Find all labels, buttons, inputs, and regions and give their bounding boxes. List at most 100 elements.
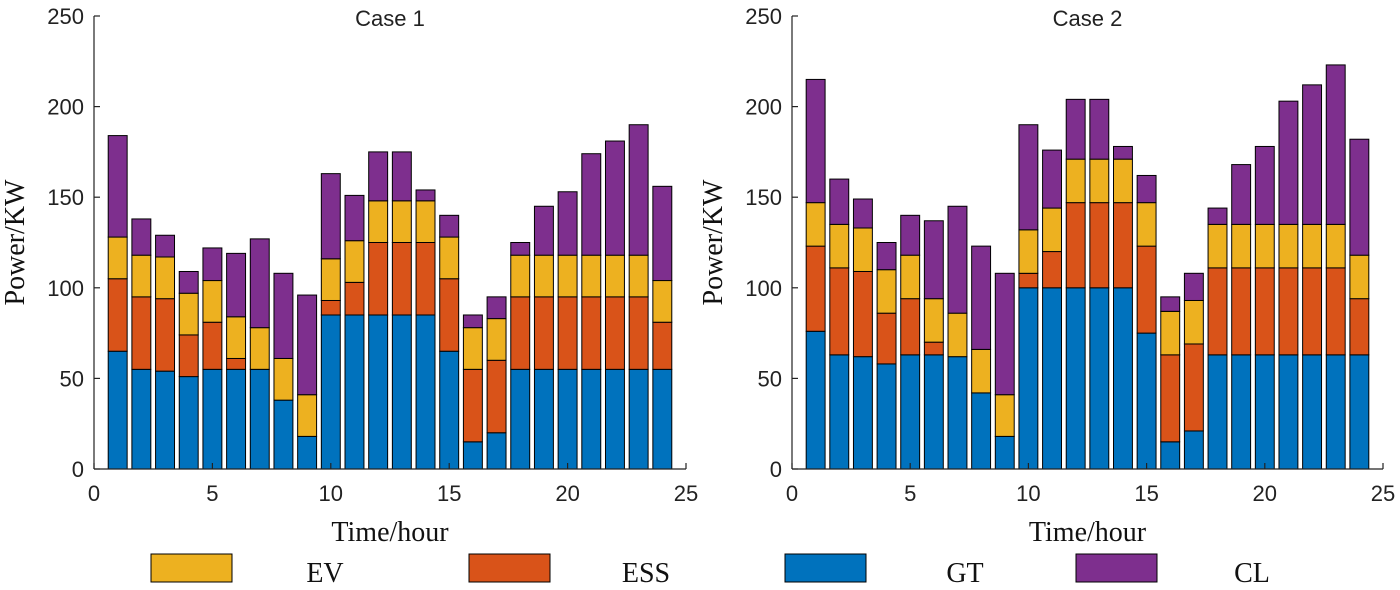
y-axis-label: Power/KW [0,179,31,306]
bar-cl-h18 [1207,207,1228,225]
bar-cl-h13 [391,151,412,202]
bar-ess-h13 [391,242,412,316]
bar-gt-h11 [1042,287,1062,470]
bar-gt-h22 [1302,354,1323,470]
bar-gt-h5 [202,368,223,470]
bar-ess-h13 [1089,202,1110,289]
bar-gt-h9 [994,435,1015,470]
x-tick-label: 5 [904,481,916,506]
bar-ess-h10 [320,299,341,316]
bar-gt-h24 [1349,354,1370,470]
bar-cl-h18 [510,242,531,256]
bar-cl-h20 [557,191,578,256]
bar-cl-h13 [1089,98,1110,160]
bar-ev-h14 [415,200,436,244]
bar-ess-h3 [155,298,176,372]
x-tick-label: 20 [1253,481,1277,506]
bar-ess-h12 [368,242,389,316]
x-tick-label: 10 [319,481,343,506]
bar-ess-h2 [131,296,152,370]
bar-ess-h6 [923,341,944,356]
y-tick-label: 50 [60,366,84,391]
bar-ev-h10 [1018,229,1039,274]
bar-gt-h2 [131,368,152,470]
bar-gt-h11 [344,314,365,470]
bar-ess-h22 [1302,267,1323,356]
bar-ess-h16 [1160,354,1181,443]
bar-cl-h12 [368,151,389,202]
bar-ev-h1 [107,236,128,280]
legend-label-cl: CL [1234,558,1270,589]
bar-ess-h18 [1207,267,1228,356]
bar-ev-h5 [900,254,921,300]
bar-ev-h19 [533,254,554,298]
bar-ev-h18 [510,254,531,298]
bar-ev-h18 [1207,223,1228,269]
chart-title: Case 1 [355,6,425,31]
bar-ess-h2 [829,267,850,356]
bar-gt-h18 [510,368,531,470]
bar-cl-h21 [581,153,602,256]
bar-cl-h8 [971,245,992,350]
legend-label-ev: EV [306,558,343,589]
y-tick-label: 200 [745,95,782,120]
bar-gt-h12 [1065,287,1086,470]
bar-ev-h20 [1254,223,1275,269]
bar-ev-h7 [249,327,270,370]
bar-gt-h7 [947,356,968,470]
x-tick-label: 0 [786,481,798,506]
y-tick-label: 0 [72,457,84,482]
bar-cl-h14 [415,189,436,202]
bar-gt-h10 [1018,287,1039,470]
bar-gt-h1 [107,350,128,470]
bar-cl-h11 [1042,149,1062,209]
x-tick-label: 15 [1134,481,1158,506]
x-tick-label: 0 [88,481,100,506]
bar-gt-h17 [1183,430,1204,470]
bar-cl-h10 [320,173,341,260]
bar-ev-h6 [226,316,247,359]
legend-swatch-gt [784,553,867,583]
bar-ev-h16 [1160,310,1181,356]
bar-cl-h17 [486,296,507,320]
bar-cl-h7 [249,238,270,329]
x-tick-label: 5 [206,481,218,506]
bar-ev-h2 [131,254,152,298]
y-tick-label: 100 [745,276,782,301]
bar-cl-h3 [155,234,176,258]
bar-ess-h21 [581,296,602,370]
bar-ess-h11 [1042,251,1062,289]
bar-ess-h18 [510,296,531,370]
bar-gt-h8 [971,392,992,470]
bar-ev-h1 [805,202,826,247]
bar-gt-h20 [557,368,578,470]
bar-ess-h19 [1231,267,1252,356]
bar-gt-h17 [486,432,507,470]
bar-cl-h1 [107,135,128,238]
bar-cl-h2 [829,178,850,225]
bar-ev-h4 [876,269,897,314]
bar-ev-h7 [947,312,968,358]
bar-cl-h10 [1018,124,1039,231]
bar-gt-h18 [1207,354,1228,470]
bar-gt-h7 [249,368,270,470]
bar-cl-h12 [1065,98,1086,160]
bar-cl-h7 [947,205,968,314]
bar-gt-h12 [368,314,389,470]
bar-gt-h21 [581,368,602,470]
bar-cl-h16 [462,314,483,329]
bar-cl-h9 [994,272,1015,396]
bar-cl-h1 [805,78,826,204]
bar-cl-h24 [1349,138,1370,256]
bar-cl-h20 [1254,145,1275,225]
bar-ev-h8 [971,348,992,394]
bar-cl-h22 [604,140,625,256]
bar-gt-h2 [829,354,850,470]
bar-gt-h16 [462,441,483,470]
bar-cl-h14 [1113,145,1133,160]
bar-gt-h4 [178,376,199,470]
bar-ess-h5 [900,298,921,356]
bar-gt-h15 [1136,332,1157,470]
x-axis-label: Time/hour [331,517,449,548]
